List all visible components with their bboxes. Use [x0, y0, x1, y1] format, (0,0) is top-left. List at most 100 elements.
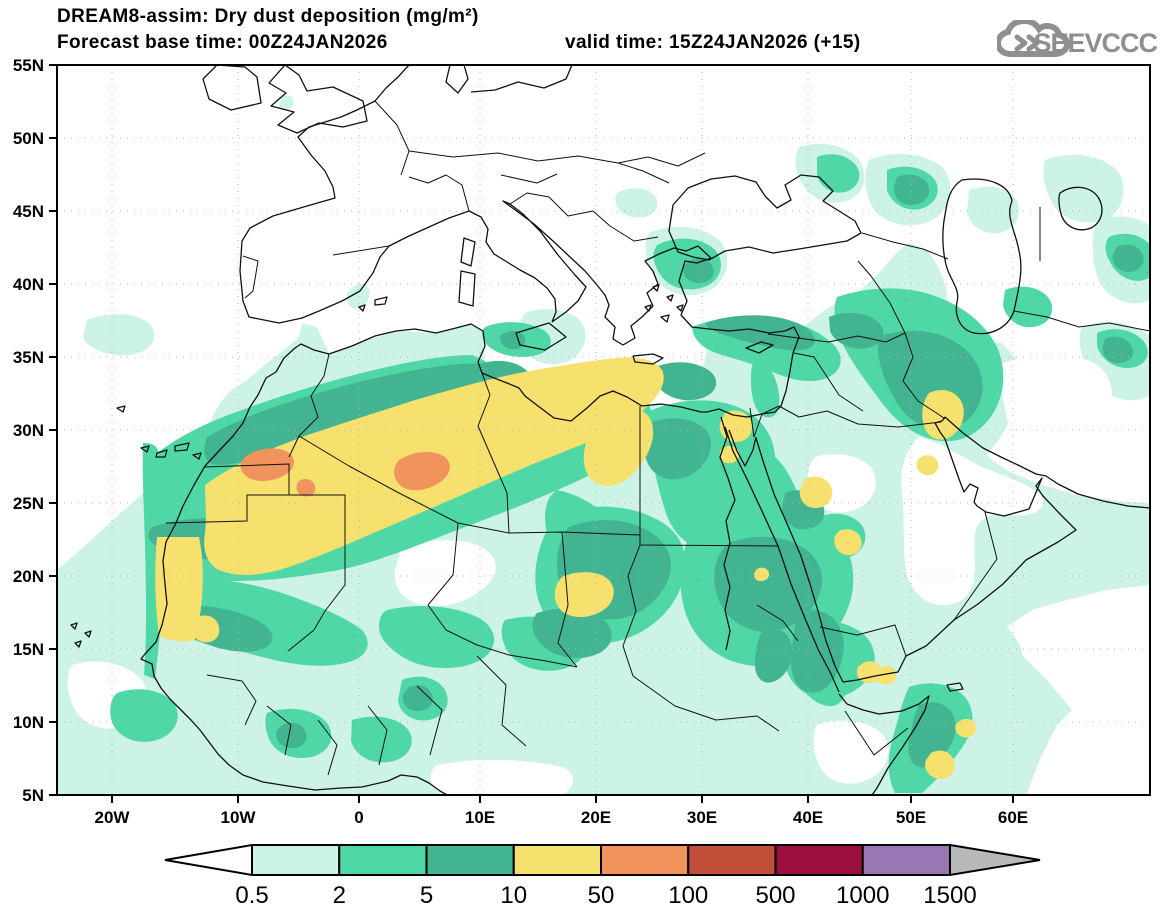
lon-tick-label: 10W [221, 808, 257, 827]
dust-level-10-50 [554, 572, 614, 618]
border-path [289, 494, 346, 631]
lon-tick-label: 40E [793, 808, 823, 827]
coastline-path [944, 416, 1150, 509]
colorbar-tick-label: 500 [755, 882, 795, 907]
valid-time: valid time: 15Z24JAN2026 (+15) [565, 32, 861, 53]
dust-level-0p5-2 [83, 314, 155, 356]
dust-level-10-50 [857, 661, 882, 684]
axis-labels: 55N 50N 45N 40N 35N 30N 25N 20N 15N 10N 5N 20W 10W 0 1… [13, 56, 1028, 827]
border-path [861, 232, 949, 260]
dust-level-2-5 [817, 154, 860, 193]
border-path [622, 544, 641, 677]
coastline-path [140, 257, 800, 795]
dust-level-2-5 [1003, 286, 1053, 328]
coastline-path [470, 65, 573, 93]
dust-level-5-10 [829, 312, 884, 349]
dust-level-10-50 [916, 455, 939, 476]
coastline-path [70, 622, 92, 648]
dust-level-10-50 [925, 750, 955, 780]
coastline-path [239, 65, 557, 324]
border-path [206, 629, 527, 776]
colorbar-segment [600, 844, 690, 876]
border-path [857, 260, 906, 334]
lat-tick-label: 5N [22, 786, 44, 805]
background-holes [901, 437, 1043, 606]
dust-level-10-50 [754, 567, 770, 582]
dust-level-5-10 [1112, 244, 1144, 272]
colorbar-tick-label: 2 [333, 882, 346, 907]
lat-tick-label: 20N [13, 567, 44, 586]
border-path [298, 435, 510, 534]
colorbar-segment [774, 844, 864, 876]
dust-level-2-5 [751, 360, 780, 418]
coastline-path [946, 682, 964, 692]
lat-tick-label: 55N [13, 56, 44, 75]
lon-tick-label: 30E [687, 808, 717, 827]
dust-level-5-10 [532, 608, 612, 659]
lon-tick-label: 10E [465, 808, 495, 827]
dust-level-10-50 [875, 665, 897, 685]
colorbar-segment [512, 844, 602, 876]
lat-tick-label: 35N [13, 348, 44, 367]
lon-tick-label: 0 [354, 808, 363, 827]
background-holes [813, 720, 889, 784]
arrow-icon [1014, 34, 1040, 52]
dust-level-2-5 [110, 689, 178, 742]
colorbar-tick-label: 0.5 [235, 882, 268, 907]
coastline-path [268, 65, 368, 134]
colorbar-legend: 0.5 2 5 10 50 100 500 1000 1500 [164, 843, 1041, 907]
colorbar-segment [861, 844, 951, 876]
dust-level-5-10 [204, 363, 512, 465]
coastline-path [724, 426, 840, 693]
coastlines [70, 65, 1150, 795]
coastline-path [668, 174, 862, 261]
dust-level-10-50 [192, 615, 220, 643]
dust-level-5-10 [402, 685, 433, 711]
dust-level-50-100 [296, 478, 316, 497]
dust-level-0p5-2 [279, 95, 294, 110]
dust-level-5-10 [705, 315, 816, 351]
coastline-path [358, 296, 388, 312]
dust-level-5-10 [276, 722, 307, 749]
colorbar-segment [687, 844, 777, 876]
cloud-icon [997, 20, 1071, 57]
dust-level-5-10 [893, 174, 930, 206]
page-title: DREAM8-assim: Dry dust deposition (mg/m²… [57, 6, 479, 27]
dust-level-10-50 [922, 389, 964, 440]
seevccc-logo: SEEVCCC [997, 20, 1157, 58]
colorbar-tick-label: 50 [588, 882, 615, 907]
lat-tick-label: 25N [13, 494, 44, 513]
colorbar-tick-label: 100 [668, 882, 708, 907]
border-path [557, 531, 578, 668]
dust-level-50-100 [394, 451, 450, 491]
dust-level-10-50 [719, 445, 740, 464]
lon-tick-label: 20W [95, 808, 131, 827]
border-path [767, 332, 906, 343]
colorbar-tick-label: 10 [500, 882, 527, 907]
coastline-path [942, 178, 1022, 335]
dust-level-10-50 [155, 537, 203, 642]
coastline-path [460, 237, 476, 267]
colorbar-segment [425, 844, 515, 876]
border-path [1013, 207, 1150, 332]
colorbar-segment [251, 844, 341, 876]
forecast-base-time: Forecast base time: 00Z24JAN2026 [57, 32, 388, 53]
border-path [427, 522, 578, 668]
dust-level-10-50 [583, 405, 654, 486]
coastline-path [719, 416, 736, 651]
lat-tick-label: 50N [13, 129, 44, 148]
border-path [793, 352, 864, 412]
dust-level-0p5-2 [1043, 154, 1124, 223]
lon-tick-label: 20E [581, 808, 611, 827]
logo-text: SEEVCCC [1033, 28, 1157, 58]
colorbar-tick-label: 1500 [923, 882, 976, 907]
colorbar-left-arrow [164, 843, 253, 877]
dust-level-5-10 [755, 628, 793, 683]
coastline-path [755, 437, 844, 683]
dust-level-5-10 [643, 418, 711, 480]
lat-tick-label: 30N [13, 421, 44, 440]
border-path [749, 407, 763, 438]
coastline-path [116, 405, 202, 460]
